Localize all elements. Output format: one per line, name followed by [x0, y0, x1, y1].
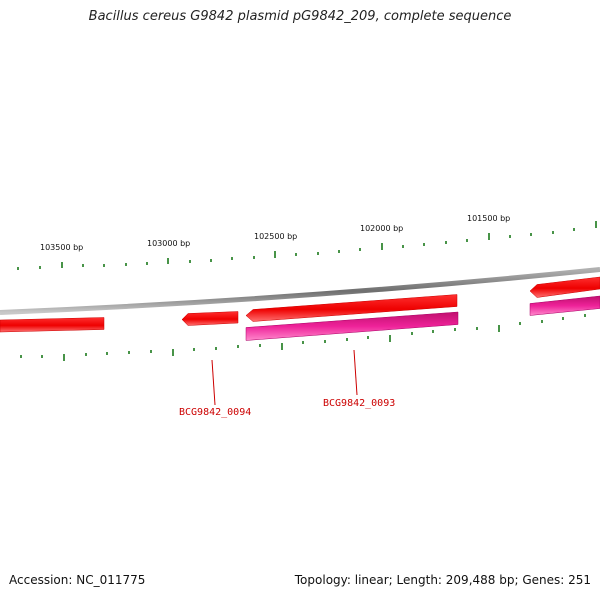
scale-label-102000: 102000 bp [360, 224, 403, 233]
gene-label-bcg9842-0094[interactable]: BCG9842_0094 [179, 407, 251, 418]
plasmid-backbone [0, 267, 600, 315]
leader-line-bcg9842-0093 [353, 349, 358, 396]
summary-text: Topology: linear; Length: 209,488 bp; Ge… [294, 573, 591, 587]
scale-label-103500: 103500 bp [40, 243, 83, 252]
scale-label-102500: 102500 bp [254, 232, 297, 241]
accession-text: Accession: NC_011775 [9, 573, 146, 587]
outer-tick-ring [17, 221, 597, 270]
scale-label-103000: 103000 bp [147, 239, 190, 248]
gene-arrow-bcg9842-0094[interactable] [181, 311, 239, 326]
cds-bar-bcg9842-0093[interactable] [245, 311, 459, 341]
forward-gene-track [0, 276, 600, 333]
scale-label-101500: 101500 bp [467, 214, 510, 223]
cds-bar[interactable] [529, 295, 600, 316]
cds-track [245, 295, 600, 341]
leader-line-bcg9842-0094 [211, 359, 216, 406]
gene-arrow[interactable] [529, 276, 600, 298]
gene-arrow-bcg9842-0093[interactable] [245, 294, 458, 322]
map-title: Bacillus cereus G9842 plasmid pG9842_209… [88, 9, 512, 24]
gene-label-bcg9842-0093[interactable]: BCG9842_0093 [323, 398, 395, 409]
gene-arrow[interactable] [0, 317, 105, 333]
inner-tick-ring [20, 314, 586, 361]
